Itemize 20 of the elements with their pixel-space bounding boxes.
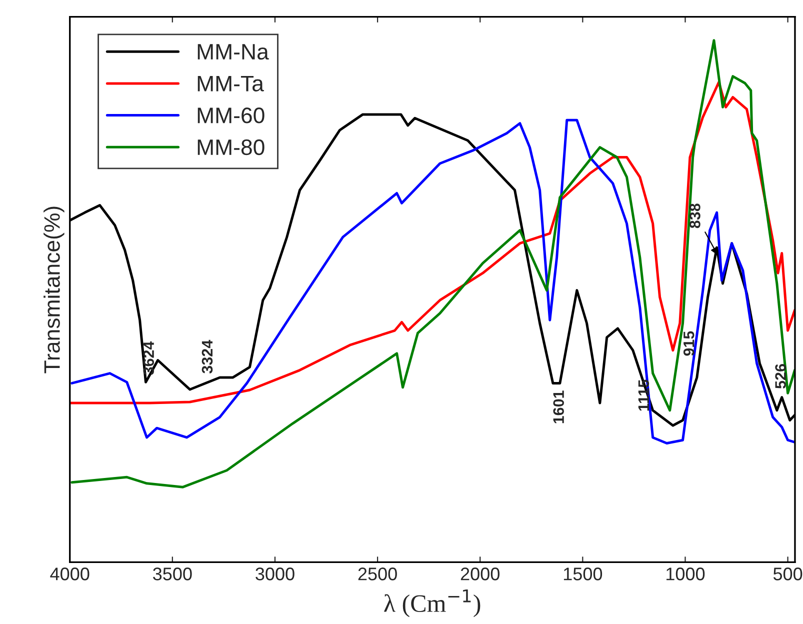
x-axis-title: λ (Cm$^{−1}$): [384, 589, 480, 618]
x-tick-label: 3000: [256, 568, 294, 580]
legend-label: MM-Ta: [198, 76, 264, 92]
legend-label: MM-60: [198, 108, 264, 124]
legend-label: MM-80: [198, 139, 264, 156]
x-tick-label: 2000: [460, 568, 500, 580]
annotation: 838: [690, 204, 700, 228]
annotation: 1115: [638, 380, 650, 411]
x-tick-label: 3500: [153, 568, 192, 580]
annotation: 3324: [202, 340, 213, 374]
x-tick-label: 1000: [666, 568, 705, 580]
annotation: 1601: [553, 390, 564, 424]
x-tick-label: 4000: [50, 568, 90, 580]
x-tick-label: 500: [773, 568, 802, 580]
x-tick-label: 1500: [564, 568, 602, 580]
legend-label: MM-Na: [198, 44, 269, 60]
annotation: 915: [683, 331, 694, 356]
y-axis-title: Transmitance(%): [44, 206, 64, 374]
annotation: 526: [775, 364, 786, 389]
x-tick-label: 2500: [358, 568, 397, 580]
